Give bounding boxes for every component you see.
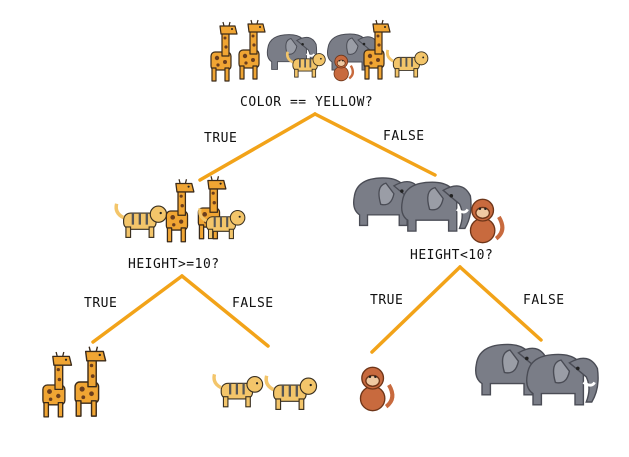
root-question: COLOR == YELLOW?	[240, 95, 374, 110]
right-question: HEIGHT<10?	[410, 248, 494, 263]
monkey-icon	[469, 198, 505, 244]
elephant-icon	[526, 353, 599, 406]
tiger-icon	[212, 373, 264, 408]
giraffe-icon	[74, 346, 107, 417]
tiger-icon	[198, 208, 246, 240]
branch-left-left	[91, 274, 184, 344]
root-true-label: TRUE	[204, 131, 238, 146]
tiger-icon	[264, 375, 318, 410]
monkey-icon	[359, 366, 395, 412]
giraffe-icon	[238, 19, 266, 80]
right-false-label: FALSE	[523, 293, 565, 308]
giraffe-icon	[210, 21, 238, 82]
giraffe-icon	[363, 19, 391, 80]
branch-left-right	[180, 274, 270, 348]
elephant-icon	[401, 181, 472, 232]
giraffe-icon	[165, 179, 195, 243]
branch-root-left	[198, 112, 317, 182]
tiger-icon	[114, 203, 168, 238]
branch-root-right	[313, 112, 437, 177]
branch-right-left	[370, 265, 462, 354]
giraffe-icon	[42, 351, 73, 418]
left-true-label: TRUE	[84, 296, 118, 311]
left-false-label: FALSE	[232, 296, 274, 311]
right-true-label: TRUE	[370, 293, 404, 308]
tiger-icon	[285, 51, 326, 78]
monkey-icon	[333, 54, 355, 82]
root-false-label: FALSE	[383, 129, 425, 144]
branch-right-right	[458, 265, 543, 342]
tiger-icon	[385, 49, 429, 78]
left-question: HEIGHT>=10?	[128, 257, 220, 272]
